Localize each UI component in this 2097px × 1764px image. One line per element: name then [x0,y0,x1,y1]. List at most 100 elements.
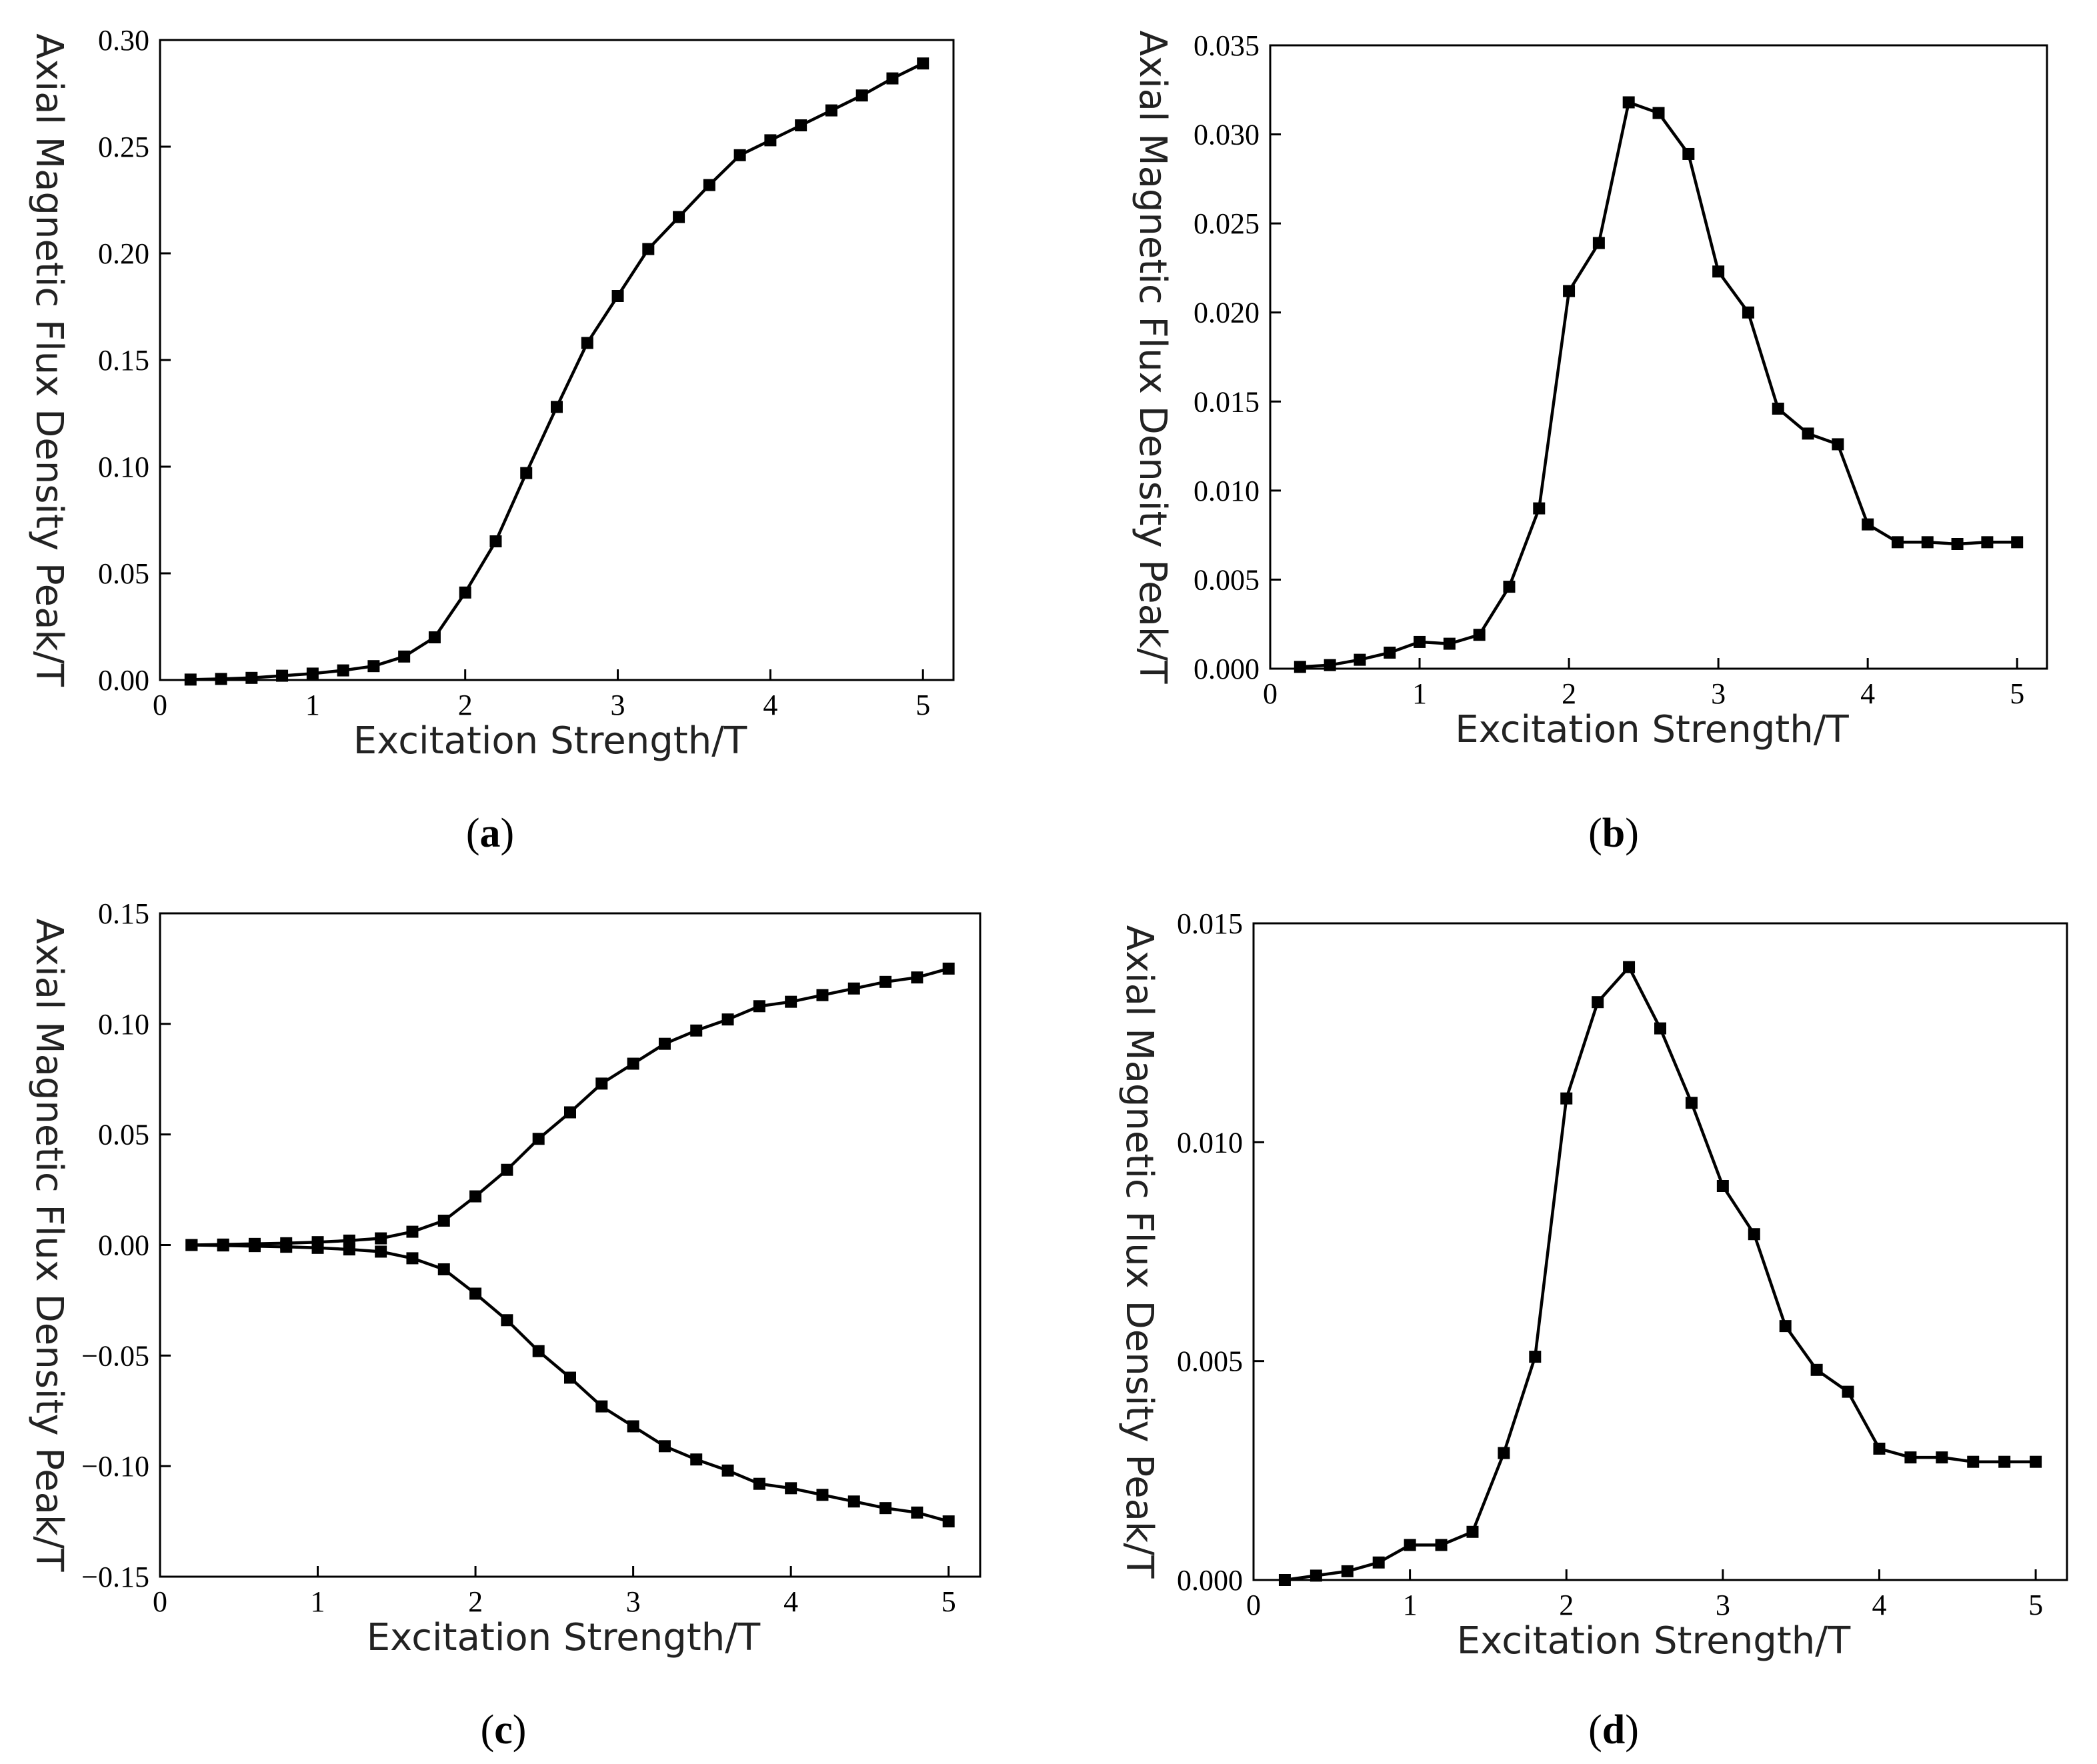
chart-panel-a: 0 1 2 3 4 5 0.00 0.05 0.10 0.15 0.20 0.25 0.30 Excita… [27,24,955,856]
data-point [375,1245,387,1258]
data-point [721,1464,734,1477]
data-point [2011,536,2024,549]
data-point [2030,1455,2042,1468]
x-tick-label: 4 [763,689,777,721]
data-point [375,1232,387,1245]
data-point [248,1240,261,1253]
data-point [185,1239,198,1251]
x-tick-label: 1 [1403,1589,1418,1621]
data-point [816,1489,829,1501]
data-point [1712,265,1725,278]
data-point [520,467,533,479]
data-point [1435,1539,1448,1551]
data-point [1623,961,1636,973]
x-tick-label: 3 [1716,1589,1730,1621]
data-point [1592,237,1605,249]
data-point [489,535,502,547]
data-point [879,1502,892,1515]
data-point [1560,1092,1573,1105]
x-tick-label: 5 [941,1585,956,1618]
data-point [1981,536,1994,549]
data-point [459,586,471,599]
data-point [501,1163,513,1176]
x-tick-label: 0 [153,689,167,721]
y-tick-label: −0.05 [81,1339,149,1372]
data-point [690,1453,703,1466]
x-tick-label: 0 [153,1585,167,1618]
data-point [1921,536,1934,549]
data-point [437,1263,450,1275]
x-tick-label: 0 [1263,677,1278,710]
data-point [595,1077,608,1090]
data-point [721,1013,734,1026]
y-tick-label: 0.15 [98,344,149,377]
data-point [1904,1451,1917,1464]
data-point [942,962,955,975]
data-point [1716,1180,1729,1192]
data-point [215,673,227,685]
data-point [311,1241,324,1254]
chart-panel-d: 0 1 2 3 4 5 0.000 0.005 0.010 0.015 Excitation Str… [1118,907,2068,1753]
data-point [1832,438,1844,451]
panel-caption: (d) [1588,1707,1639,1753]
caption-letter: b [1602,811,1625,856]
x-tick-label: 4 [783,1585,798,1618]
data-point [564,1106,576,1119]
data-point [611,290,624,302]
data-point [1967,1455,1980,1468]
y-tick-label: 0.015 [1194,385,1260,418]
x-tick-label: 3 [626,1585,641,1618]
x-tick-label: 0 [1246,1589,1261,1621]
data-point [1563,285,1576,297]
data-point [1592,996,1604,1009]
data-point [1341,1565,1354,1577]
data-point [1998,1455,2011,1468]
data-point [658,1037,671,1050]
y-tick-label: 0.05 [98,557,149,590]
data-point [406,1252,419,1265]
data-point [1294,661,1306,673]
data-point [532,1133,545,1145]
x-tick-label: 5 [2028,1589,2043,1621]
data-point [501,1314,513,1327]
data-point [1278,1574,1291,1586]
data-point [1324,659,1336,671]
y-tick-label: 0.00 [98,664,149,697]
data-point [627,1420,639,1433]
x-tick-label: 2 [1559,1589,1574,1621]
data-point [306,667,319,680]
data-point [673,211,685,223]
data-point [1414,635,1426,648]
data-point [337,664,349,677]
data-point [1466,1525,1479,1538]
x-axis-title: Excitation Strength/T [367,1616,761,1659]
data-point [276,669,289,682]
x-tick-label: 1 [311,1585,325,1618]
data-point [1443,637,1456,650]
data-point [1842,1385,1854,1398]
data-point [1891,536,1904,549]
data-point [886,72,899,85]
data-point [469,1190,482,1203]
data-point [532,1345,545,1357]
data-point [1652,107,1665,119]
data-point [406,1225,419,1238]
y-tick-label: 0.00 [98,1229,149,1262]
y-tick-label: 0.20 [98,237,149,270]
data-point [343,1243,355,1256]
x-tick-label: 2 [468,1585,483,1618]
caption-letter: c [494,1707,513,1753]
x-tick-label: 5 [2010,677,2024,710]
x-tick-label: 3 [1711,677,1726,710]
data-point [795,119,807,131]
data-point [785,995,797,1008]
data-point [184,673,197,686]
caption-letter: a [480,811,501,856]
data-point [658,1440,671,1453]
data-point [911,1506,923,1519]
data-point [785,1482,797,1495]
data-point [690,1024,703,1037]
x-tick-label: 4 [1860,677,1875,710]
